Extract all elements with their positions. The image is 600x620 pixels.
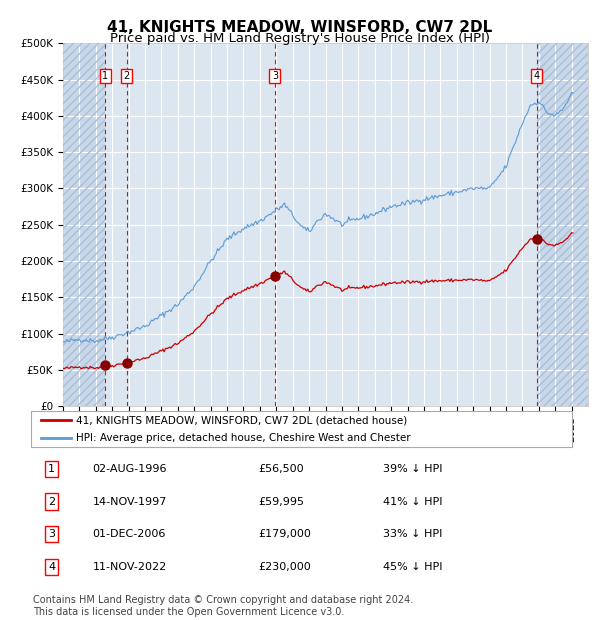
Text: 2: 2: [48, 497, 55, 507]
Text: 2: 2: [124, 71, 130, 81]
Text: Contains HM Land Registry data © Crown copyright and database right 2024.
This d: Contains HM Land Registry data © Crown c…: [33, 595, 413, 617]
Text: 41% ↓ HPI: 41% ↓ HPI: [383, 497, 442, 507]
Text: £59,995: £59,995: [258, 497, 304, 507]
Text: 4: 4: [48, 562, 55, 572]
Text: 41, KNIGHTS MEADOW, WINSFORD, CW7 2DL: 41, KNIGHTS MEADOW, WINSFORD, CW7 2DL: [107, 20, 493, 35]
Text: 1: 1: [103, 71, 109, 81]
Text: 01-DEC-2006: 01-DEC-2006: [92, 529, 166, 539]
Text: 39% ↓ HPI: 39% ↓ HPI: [383, 464, 442, 474]
Text: HPI: Average price, detached house, Cheshire West and Chester: HPI: Average price, detached house, Ches…: [76, 433, 411, 443]
Text: £56,500: £56,500: [258, 464, 304, 474]
Text: 33% ↓ HPI: 33% ↓ HPI: [383, 529, 442, 539]
Text: 02-AUG-1996: 02-AUG-1996: [92, 464, 167, 474]
Text: 1: 1: [48, 464, 55, 474]
Text: 14-NOV-1997: 14-NOV-1997: [92, 497, 167, 507]
Text: 4: 4: [533, 71, 540, 81]
Text: 11-NOV-2022: 11-NOV-2022: [92, 562, 167, 572]
FancyBboxPatch shape: [31, 411, 572, 447]
Text: 41, KNIGHTS MEADOW, WINSFORD, CW7 2DL (detached house): 41, KNIGHTS MEADOW, WINSFORD, CW7 2DL (d…: [76, 415, 407, 425]
Text: 3: 3: [272, 71, 278, 81]
Text: Price paid vs. HM Land Registry's House Price Index (HPI): Price paid vs. HM Land Registry's House …: [110, 32, 490, 45]
Text: £230,000: £230,000: [258, 562, 311, 572]
Text: £179,000: £179,000: [258, 529, 311, 539]
Text: 3: 3: [48, 529, 55, 539]
Text: 45% ↓ HPI: 45% ↓ HPI: [383, 562, 442, 572]
